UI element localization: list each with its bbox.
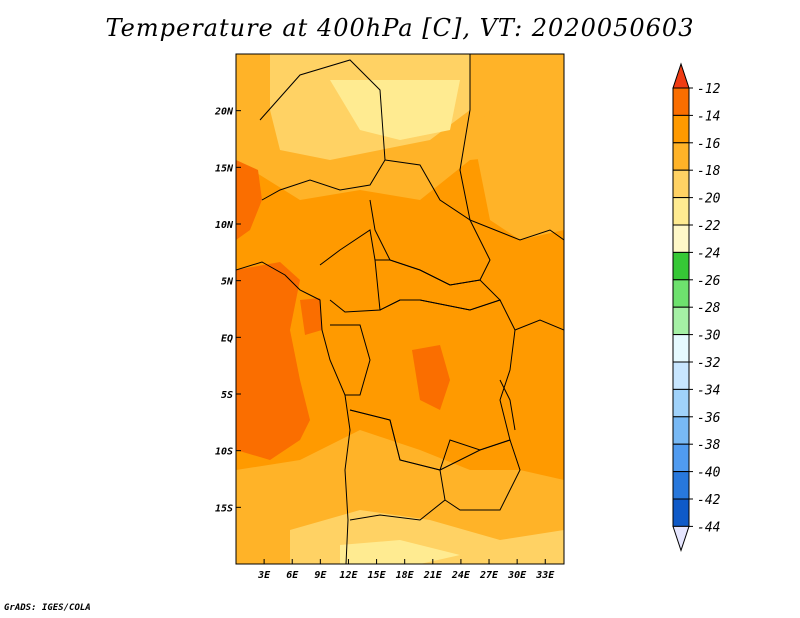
colorbar-label: -42: [697, 493, 721, 508]
colorbar-label: -20: [697, 192, 721, 207]
field-south-coolest: [340, 540, 460, 564]
y-tick-label: EQ: [221, 333, 233, 344]
y-tick-label: 5N: [221, 277, 234, 288]
field-nw-hot: [236, 160, 262, 240]
border-gabon-congo: [330, 324, 371, 396]
colorbar-label: -16: [697, 137, 721, 152]
colorbar-box: [672, 251, 690, 281]
x-tick-label: 27E: [479, 570, 499, 581]
x-tick-label: 30E: [507, 570, 527, 581]
border-zambia: [439, 439, 521, 511]
border-cameroon: [319, 229, 381, 313]
coastline-west: [236, 261, 351, 564]
temperature-field: [236, 54, 564, 564]
colorbar-box: [672, 361, 690, 390]
colorbar-label: -22: [697, 219, 721, 234]
colorbar-bottom-arrow: [672, 525, 690, 552]
colorbar-label: -14: [697, 109, 720, 124]
field-congo-hot-1: [412, 345, 450, 410]
field-east-warm: [470, 100, 564, 240]
colorbar-label: -28: [697, 301, 721, 316]
y-tick-label: 15N: [215, 163, 234, 174]
colorbar-label: -18: [697, 164, 721, 179]
colorbar-top-arrow: [672, 62, 690, 89]
x-tick-label: 24E: [451, 570, 471, 581]
field-congo-hot-2: [300, 298, 322, 335]
colorbar-label: -30: [697, 329, 721, 344]
x-tick-label: 18E: [396, 570, 415, 581]
x-tick-label: 6E: [286, 570, 299, 581]
colorbar-box: [672, 443, 690, 473]
colorbar-box: [672, 224, 690, 253]
colorbar-label: -26: [697, 274, 721, 289]
x-tick-label: 15E: [368, 570, 387, 581]
border-sudan: [459, 54, 564, 241]
border-east: [514, 319, 564, 331]
x-tick-label: 3E: [257, 570, 271, 581]
colorbar: -12 -14 -16 -18 -20 -22 -24 -26 -28 -30 -32 -34 -36 -…: [672, 62, 721, 552]
y-tick-label: 10N: [215, 220, 234, 231]
y-axis: 20N 15N 10N 5N EQ 5S 10S 15S: [214, 107, 241, 514]
colorbar-box: [672, 388, 690, 418]
country-borders: [236, 54, 564, 564]
y-tick-label: 20N: [214, 107, 234, 118]
y-tick-label: 10S: [215, 447, 233, 458]
y-tick-label: 5S: [221, 390, 233, 401]
colorbar-box: [672, 471, 690, 500]
colorbar-box: [672, 87, 690, 116]
colorbar-label: -38: [697, 438, 721, 453]
colorbar-box: [672, 114, 690, 144]
colorbar-box: [672, 142, 690, 171]
field-north-coolest: [330, 80, 460, 140]
credit-text: GrADS: IGES/COLA: [4, 603, 91, 613]
x-axis: 3E 6E 9E 12E 15E 18E 21E 24E 27E 30E 33E: [257, 559, 555, 581]
chart-title: Temperature at 400hPa [C], VT: 202005060…: [105, 14, 695, 42]
colorbar-label: -44: [697, 520, 720, 535]
border-sahara: [259, 59, 386, 201]
x-tick-label: 21E: [423, 570, 443, 581]
colorbar-box: [672, 169, 690, 199]
border-angola: [349, 409, 446, 521]
colorbar-box: [672, 416, 690, 445]
colorbar-box: [672, 279, 690, 308]
x-tick-label: 12E: [339, 570, 358, 581]
colorbar-label: -40: [697, 466, 721, 481]
colorbar-label: -32: [697, 356, 721, 371]
colorbar-box: [672, 498, 690, 527]
border-lake-tanganyika: [499, 379, 516, 431]
y-tick-label: 15S: [215, 503, 233, 514]
colorbar-label: -36: [697, 411, 721, 426]
colorbar-label: -24: [697, 246, 720, 261]
plot-frame: [235, 53, 565, 565]
colorbar-label: -12: [697, 82, 721, 97]
field-west-hot: [236, 262, 310, 460]
colorbar-box: [672, 306, 690, 336]
x-tick-label: 33E: [535, 570, 555, 581]
colorbar-label: -34: [697, 383, 720, 398]
x-tick-label: 9E: [314, 570, 327, 581]
colorbar-box: [672, 197, 690, 226]
colorbar-box: [672, 334, 690, 363]
